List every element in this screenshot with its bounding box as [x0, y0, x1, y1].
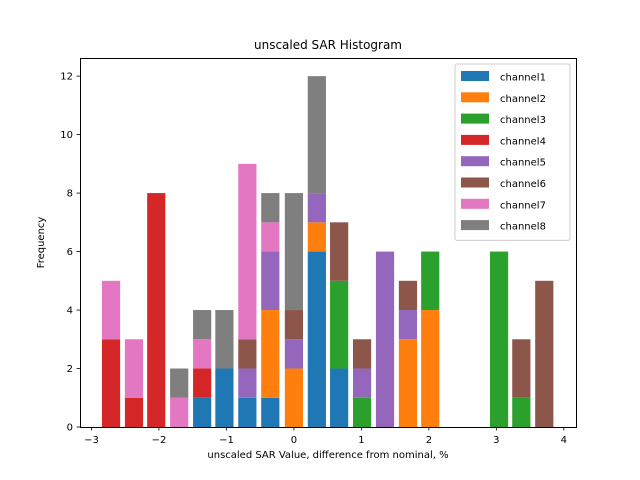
bar-channel7-bin-0	[101, 280, 121, 340]
bar-channel7-bin-1	[124, 339, 144, 398]
bar-channel6-bin-11	[352, 339, 372, 369]
legend-label: channel2	[500, 94, 546, 105]
bar-channel5-bin-13	[398, 310, 418, 340]
bar-channel6-bin-10	[330, 222, 349, 281]
legend-swatch	[461, 92, 489, 103]
legend-swatch	[461, 220, 489, 231]
legend-item-channel1: channel1	[461, 71, 546, 84]
y-axis-label: Frequency	[36, 217, 47, 269]
bar-channel2-bin-8	[284, 368, 304, 427]
legend-label: channel5	[500, 158, 546, 169]
y-tick-label: 10	[60, 130, 73, 141]
x-axis-label: unscaled SAR Value, difference from nomi…	[207, 450, 448, 461]
legend-item-channel3: channel3	[461, 113, 546, 126]
legend-label: channel8	[500, 222, 546, 233]
legend-box	[454, 63, 571, 241]
bar-channel3-bin-11	[352, 397, 372, 427]
x-axis-ticks: −3 −2 −1 0 1 2 3 4	[84, 427, 567, 446]
bar-channel1-bin-9	[307, 251, 326, 427]
x-tick-label: −3	[84, 435, 99, 446]
bar-channel7-bin-4	[193, 339, 212, 369]
chart-title: unscaled SAR Histogram	[254, 38, 402, 52]
bar-channel5-bin-8	[284, 339, 304, 369]
bar-channel7-bin-3	[170, 397, 189, 427]
bar-channel5-bin-9	[307, 193, 326, 223]
legend-swatch	[461, 198, 489, 209]
bar-channel5-bin-12	[375, 251, 395, 427]
bar-channel7-bin-7	[261, 222, 280, 252]
y-tick-label: 2	[67, 364, 73, 375]
legend-item-channel4: channel4	[461, 134, 546, 147]
x-tick-label: −1	[219, 435, 234, 446]
bar-channel4-bin-4	[193, 368, 212, 398]
y-tick-label: 8	[67, 189, 73, 200]
legend: channel1 channel2 channel3 channel4 channel5…	[454, 63, 571, 241]
legend-item-channel2: channel2	[461, 92, 546, 105]
bar-channel7-bin-6	[238, 163, 257, 340]
x-tick-label: 3	[493, 435, 499, 446]
bar-channel3-bin-14	[421, 251, 440, 311]
legend-label: channel3	[500, 115, 546, 126]
bar-channel3-bin-10	[330, 280, 349, 369]
bar-channel6-bin-6	[238, 339, 257, 369]
bar-channel1-bin-10	[330, 368, 349, 427]
bar-channel8-bin-3	[170, 368, 189, 398]
bar-channel1-bin-5	[215, 368, 234, 427]
x-tick-label: −2	[152, 435, 167, 446]
legend-item-channel8: channel8	[461, 220, 546, 233]
bar-channel3-bin-17	[489, 251, 509, 427]
bar-channel5-bin-11	[352, 368, 372, 398]
legend-item-channel5: channel5	[461, 156, 546, 169]
y-tick-label: 4	[67, 306, 73, 317]
bar-channel6-bin-18	[512, 339, 531, 398]
bar-channel5-bin-6	[238, 368, 257, 398]
bar-channel1-bin-6	[238, 397, 257, 427]
axes-frame	[80, 58, 577, 428]
x-tick-label: 1	[358, 435, 364, 446]
y-tick-label: 6	[67, 247, 73, 258]
bar-channel8-bin-4	[193, 310, 212, 340]
bar-channel8-bin-7	[261, 193, 280, 223]
legend-label: channel7	[500, 200, 546, 211]
legend-item-channel6: channel6	[461, 177, 546, 190]
bar-channel4-bin-1	[124, 397, 144, 427]
bar-channel6-bin-13	[398, 280, 418, 311]
bar-channel2-bin-9	[307, 222, 326, 252]
bar-channel6-bin-19	[535, 280, 554, 427]
bar-channel5-bin-7	[261, 251, 280, 311]
y-axis-ticks: 0 2 4 6 8 10 12	[60, 72, 80, 434]
legend-swatch	[461, 71, 489, 81]
bar-channel8-bin-9	[307, 76, 326, 194]
legend-label: channel6	[500, 179, 546, 190]
bar-channel1-bin-7	[261, 397, 280, 427]
bar-channel8-bin-8	[284, 193, 304, 311]
bar-channel4-bin-2	[147, 193, 166, 427]
x-tick-label: 4	[561, 435, 567, 446]
legend-swatch	[461, 177, 489, 188]
x-tick-label: 2	[426, 435, 432, 446]
y-tick-label: 12	[60, 72, 73, 83]
x-tick-label: 0	[291, 435, 297, 446]
bar-channel6-bin-8	[284, 310, 304, 340]
legend-swatch	[461, 134, 489, 145]
bar-channel1-bin-4	[193, 397, 212, 427]
legend-swatch	[461, 113, 489, 124]
bars-layer	[101, 76, 554, 427]
y-tick-label: 0	[67, 423, 73, 434]
legend-swatch	[461, 156, 489, 167]
legend-label: channel1	[500, 73, 546, 84]
legend-item-channel7: channel7	[461, 198, 546, 211]
bar-channel4-bin-0	[101, 339, 121, 427]
bar-channel2-bin-7	[261, 310, 280, 398]
bar-channel3-bin-18	[512, 397, 531, 427]
legend-label: channel4	[500, 136, 546, 147]
bar-channel2-bin-13	[398, 339, 418, 427]
bar-channel8-bin-5	[215, 310, 234, 369]
bar-channel2-bin-14	[421, 310, 440, 427]
